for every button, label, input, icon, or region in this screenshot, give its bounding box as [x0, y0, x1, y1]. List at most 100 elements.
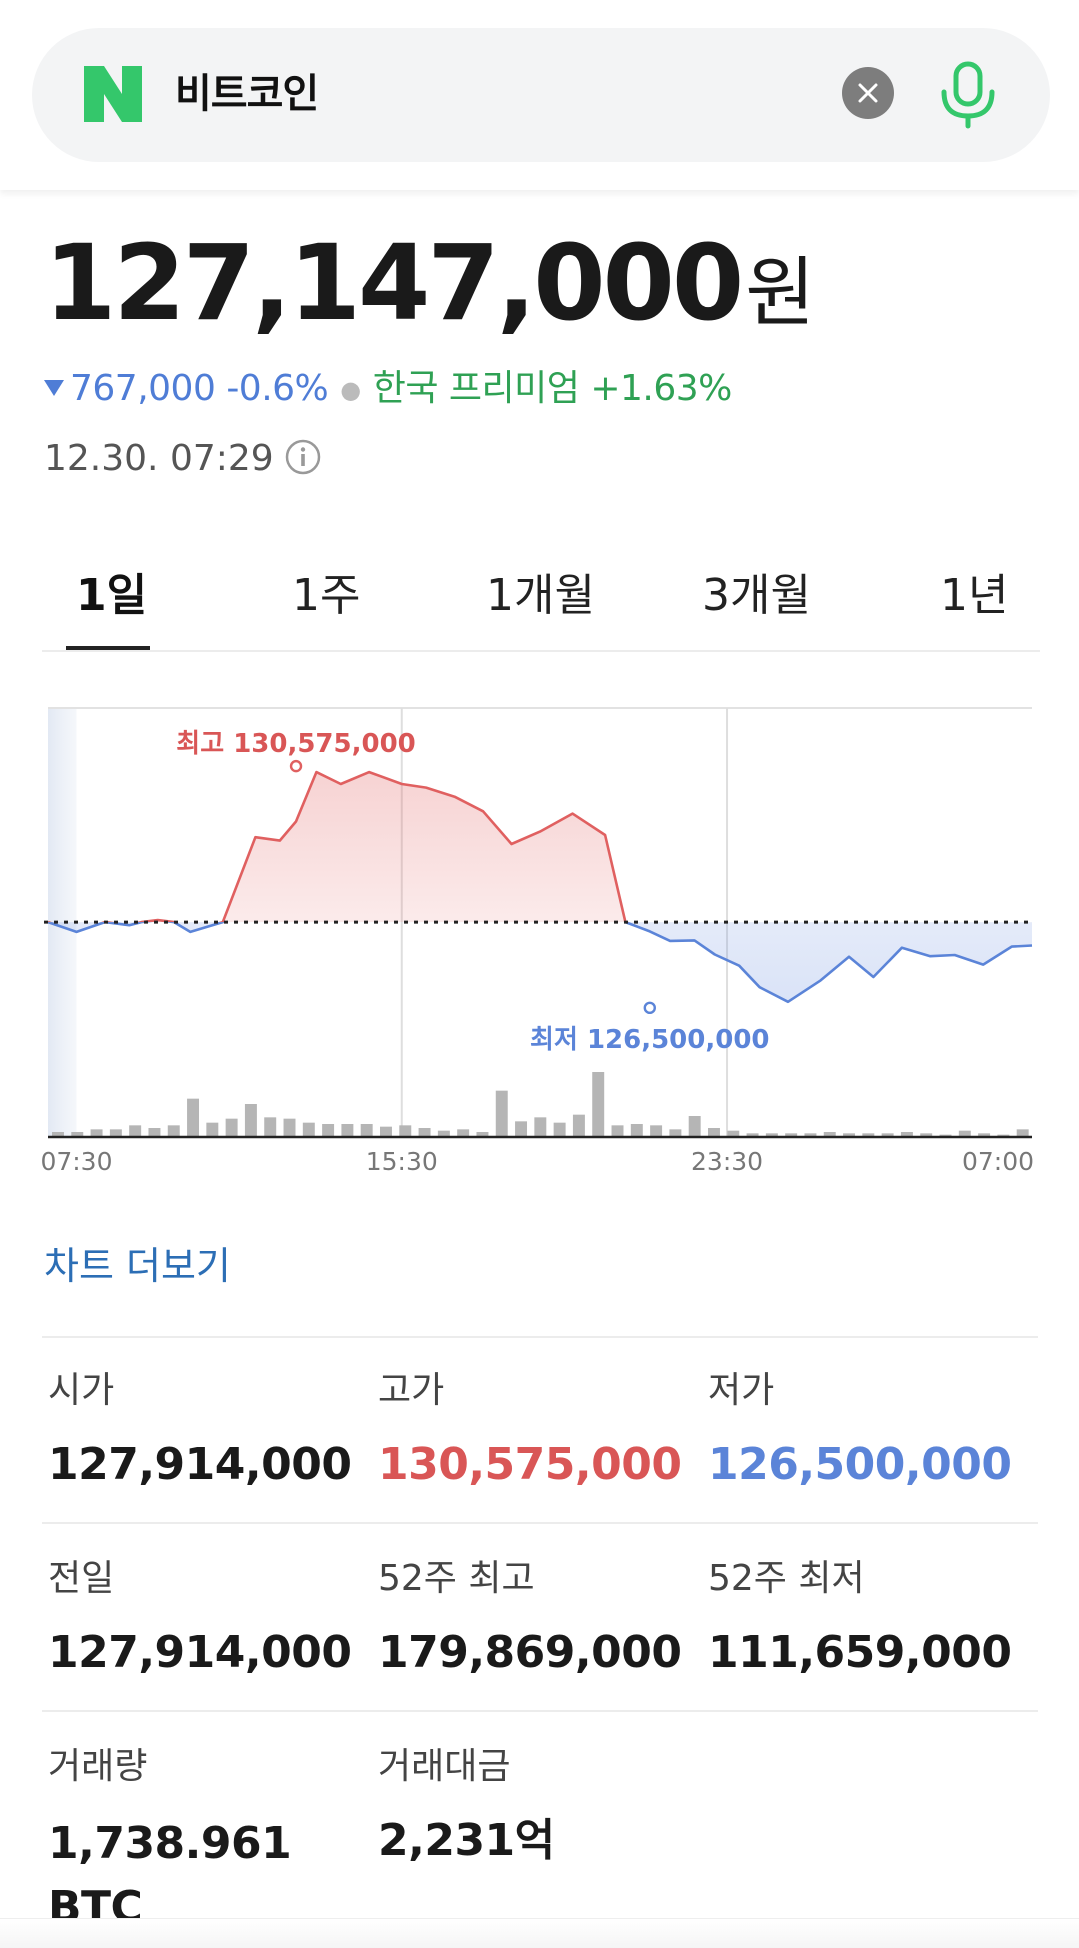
price-change-row: 767,000 -0.6% ● 한국 프리미엄 +1.63% [44, 366, 732, 412]
price-line-down [47, 922, 1033, 1004]
active-tab-indicator [66, 646, 150, 650]
volume-bar-22 [476, 1132, 489, 1136]
volume-bar-35 [727, 1130, 740, 1136]
price-unit: 원 [745, 248, 816, 337]
stat-prev-label: 전일 [48, 1558, 115, 1599]
tab-1week[interactable]: 1주 [292, 570, 361, 621]
volume-bar-8 [206, 1122, 219, 1136]
stat-amount-value: 2,231억 [378, 1815, 555, 1866]
volume-bar-41 [843, 1133, 856, 1136]
volume-bar-25 [534, 1117, 547, 1136]
stat-low-label: 저가 [708, 1370, 775, 1411]
stat-low: 저가 126,500,000 [708, 1366, 1012, 1494]
pre-session-band [48, 708, 77, 1136]
volume-bar-34 [708, 1128, 720, 1136]
stat-high-value: 130,575,000 [378, 1439, 682, 1490]
price-value: 127,147,000 [44, 222, 744, 344]
volume-bar-47 [958, 1130, 971, 1136]
volume-bar-9 [225, 1118, 238, 1136]
low-label: 최저 126,500,000 [530, 1025, 769, 1055]
price-line-up [47, 770, 630, 923]
volume-bar-37 [765, 1133, 778, 1136]
volume-bar-46 [939, 1134, 952, 1136]
tab-1day[interactable]: 1일 [76, 570, 148, 621]
stat-amount: 거래대금 2,231억 [378, 1742, 555, 1870]
tab-1month[interactable]: 1개월 [486, 570, 595, 621]
stat-open-label: 시가 [48, 1370, 115, 1411]
stat-52w-high-value: 179,869,000 [378, 1627, 682, 1678]
volume-bar-18 [399, 1125, 412, 1136]
volume-bar-3 [109, 1129, 122, 1136]
divider [42, 1710, 1038, 1712]
volume-bar-4 [129, 1125, 142, 1136]
x-tick-label-3: 07:00 [962, 1147, 1034, 1176]
volume-bar-50 [1016, 1129, 1029, 1136]
stat-52w-high-label: 52주 최고 [378, 1558, 535, 1599]
divider [42, 1336, 1038, 1338]
stat-amount-label: 거래대금 [378, 1746, 511, 1787]
volume-bar-26 [553, 1122, 566, 1136]
volume-bar-39 [804, 1133, 817, 1136]
volume-bar-7 [187, 1098, 200, 1136]
volume-bar-16 [360, 1124, 373, 1136]
volume-bar-49 [997, 1134, 1010, 1136]
volume-bar-11 [264, 1117, 277, 1136]
volume-bar-40 [823, 1132, 836, 1136]
price-chart[interactable]: 최고 130,575,000 최저 126,500,000 07:30 15:30 23… [40, 700, 1040, 1180]
divider [42, 1522, 1038, 1524]
volume-bar-36 [746, 1133, 759, 1136]
clear-search-button[interactable] [842, 67, 894, 119]
area-below-baseline [48, 922, 1032, 1002]
period-tabs: 1일 1주 1개월 3개월 1년 [42, 540, 1040, 652]
volume-bar-29 [611, 1125, 624, 1136]
volume-bar-2 [90, 1129, 103, 1136]
x-tick-label-0: 07:30 [40, 1147, 112, 1176]
volume-bar-33 [688, 1116, 701, 1136]
stat-52w-low-label: 52주 최저 [708, 1558, 865, 1599]
stat-volume-value: 1,738.961 BTC [48, 1818, 292, 1933]
tab-3month[interactable]: 3개월 [702, 570, 811, 621]
stat-prev-value: 127,914,000 [48, 1627, 352, 1678]
korea-premium: 한국 프리미엄 +1.63% [372, 368, 733, 409]
close-icon [858, 83, 878, 103]
volume-bar-27 [572, 1114, 585, 1136]
naver-logo-icon[interactable] [84, 66, 142, 122]
stat-52w-high: 52주 최고 179,869,000 [378, 1554, 682, 1682]
volume-bar-42 [862, 1133, 875, 1136]
volume-bar-38 [785, 1133, 798, 1136]
volume-bar-5 [148, 1128, 161, 1136]
tab-1year[interactable]: 1년 [940, 570, 1009, 621]
volume-bar-21 [457, 1129, 470, 1136]
microphone-icon[interactable] [936, 60, 1000, 130]
volume-bar-19 [418, 1128, 431, 1136]
current-price: 127,147,000원 [44, 228, 815, 338]
search-header: 비트코인 [0, 0, 1079, 190]
volume-bar-14 [322, 1124, 335, 1136]
volume-bar-10 [244, 1104, 257, 1136]
volume-bar-13 [302, 1122, 315, 1136]
area-above-baseline [48, 772, 626, 923]
volume-bar-20 [437, 1130, 450, 1136]
volume-bar-24 [515, 1121, 528, 1136]
timestamp-row: 12.30. 07:29 [44, 436, 322, 482]
info-icon[interactable] [284, 438, 322, 476]
chart-more-link[interactable]: 차트 더보기 [44, 1244, 231, 1288]
volume-bar-48 [978, 1133, 991, 1136]
down-triangle-icon [44, 380, 64, 396]
high-marker [289, 759, 303, 773]
volume-bar-44 [900, 1132, 913, 1136]
volume-bar-1 [71, 1132, 84, 1136]
stat-52w-low: 52주 최저 111,659,000 [708, 1554, 1012, 1682]
volume-bar-15 [341, 1124, 354, 1136]
volume-bar-28 [592, 1072, 605, 1136]
timestamp: 12.30. 07:29 [44, 438, 274, 479]
stat-volume-label: 거래량 [48, 1746, 148, 1787]
stat-low-value: 126,500,000 [708, 1439, 1012, 1490]
x-tick-label-2: 23:30 [691, 1147, 763, 1176]
low-marker [643, 1001, 656, 1015]
search-input[interactable]: 비트코인 [175, 71, 319, 117]
volume-bar-17 [380, 1126, 392, 1136]
price-change: 767,000 -0.6% [70, 368, 329, 409]
volume-bar-12 [283, 1118, 296, 1136]
stat-52w-low-value: 111,659,000 [708, 1627, 1012, 1678]
